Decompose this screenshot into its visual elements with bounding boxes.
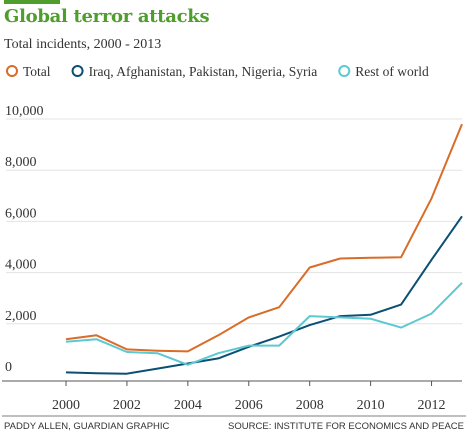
y-axis: 0 2,000 4,000 6,000 8,000 10,000 [5,104,44,375]
series-lines [65,123,463,375]
y-tick-label: 4,000 [5,258,37,273]
legend: Total Iraq, Afghanistan, Pakistan, Nigeri… [6,64,429,79]
x-tick-label: 2010 [357,398,385,413]
y-tick-label: 10,000 [5,104,44,119]
y-tick-label: 2,000 [5,309,37,324]
series-line [65,123,463,353]
y-tick-label: 6,000 [5,206,37,221]
chart-subtitle: Total incidents, 2000 - 2013 [4,37,162,52]
legend-marker [6,65,18,77]
x-tick-label: 2006 [235,398,263,413]
legend-label: Total [23,64,51,79]
legend-marker [71,65,84,77]
x-axis: 2000 2002 2004 2006 2008 2010 2012 [2,380,466,417]
legend-label: Rest of world [355,64,429,79]
series-line [65,215,463,375]
legend-marker [338,65,351,77]
x-tick-label: 2008 [296,398,324,413]
credit-text: PADDY ALLEN, GUARDIAN GRAPHIC [4,421,170,432]
y-tick-label: 0 [5,360,12,375]
legend-label: Iraq, Afghanistan, Pakistan, Nigeria, Sy… [89,64,318,79]
title-accent-bar [4,0,60,4]
series-line [65,282,463,366]
x-tick-label: 2000 [52,398,80,413]
gridlines [6,118,462,325]
y-tick-label: 8,000 [5,155,37,170]
x-tick-label: 2012 [418,398,446,413]
x-tick-label: 2004 [174,398,202,413]
source-text: SOURCE: INSTITUTE FOR ECONOMICS AND PEAC… [228,421,464,432]
x-tick-label: 2002 [113,398,141,413]
chart-title: Global terror attacks [4,6,210,27]
